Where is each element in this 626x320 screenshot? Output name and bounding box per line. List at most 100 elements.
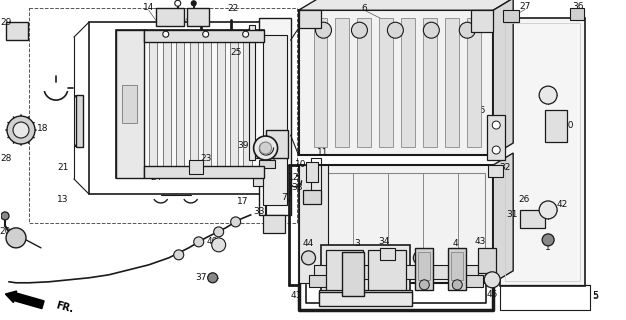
Bar bbox=[321, 245, 411, 303]
Text: 33: 33 bbox=[253, 207, 264, 216]
Text: 17: 17 bbox=[237, 197, 249, 206]
Text: 7: 7 bbox=[282, 193, 287, 203]
Bar bbox=[336, 18, 349, 147]
Bar bbox=[299, 10, 493, 155]
Bar bbox=[314, 18, 327, 147]
Circle shape bbox=[212, 238, 225, 252]
Bar bbox=[144, 30, 264, 42]
Bar bbox=[505, 23, 580, 281]
Circle shape bbox=[230, 217, 240, 227]
Text: 39: 39 bbox=[237, 140, 249, 149]
Text: 41: 41 bbox=[291, 291, 302, 300]
Bar bbox=[255, 148, 267, 158]
Text: 15: 15 bbox=[265, 154, 276, 163]
Text: 9: 9 bbox=[278, 215, 284, 224]
Bar bbox=[299, 165, 493, 283]
Bar bbox=[305, 162, 317, 182]
Text: 1: 1 bbox=[545, 243, 551, 252]
Bar bbox=[76, 95, 83, 147]
Bar bbox=[299, 10, 321, 28]
Circle shape bbox=[419, 280, 429, 290]
Circle shape bbox=[174, 250, 184, 260]
Bar bbox=[500, 18, 585, 286]
Text: 21: 21 bbox=[57, 164, 69, 172]
Bar bbox=[259, 160, 275, 168]
Bar bbox=[471, 10, 493, 32]
Circle shape bbox=[193, 237, 203, 247]
Circle shape bbox=[413, 251, 428, 265]
Text: 34: 34 bbox=[379, 237, 390, 246]
Text: 29: 29 bbox=[1, 18, 12, 27]
Bar bbox=[163, 34, 171, 174]
Bar bbox=[401, 18, 416, 147]
Bar bbox=[150, 34, 158, 174]
Bar bbox=[445, 18, 459, 147]
Circle shape bbox=[191, 1, 196, 6]
Circle shape bbox=[351, 22, 367, 38]
Bar bbox=[29, 8, 297, 223]
Text: 24: 24 bbox=[150, 173, 162, 182]
Bar bbox=[249, 25, 255, 160]
Text: 27: 27 bbox=[520, 2, 531, 11]
Text: 18: 18 bbox=[37, 124, 49, 132]
Text: 45: 45 bbox=[486, 290, 498, 299]
Bar bbox=[6, 22, 28, 40]
Circle shape bbox=[175, 0, 181, 6]
Text: 37: 37 bbox=[195, 273, 207, 282]
Polygon shape bbox=[299, 0, 513, 10]
Circle shape bbox=[13, 122, 29, 138]
Bar bbox=[253, 172, 262, 186]
Bar bbox=[144, 166, 264, 178]
Bar bbox=[190, 34, 198, 174]
Circle shape bbox=[203, 31, 208, 37]
Bar bbox=[156, 8, 184, 26]
Bar bbox=[230, 34, 238, 174]
Bar bbox=[262, 35, 287, 205]
Polygon shape bbox=[493, 153, 513, 283]
Text: 23: 23 bbox=[200, 154, 212, 163]
Bar bbox=[319, 290, 413, 300]
Circle shape bbox=[539, 86, 557, 104]
Bar bbox=[302, 190, 321, 204]
Bar bbox=[379, 18, 393, 147]
Bar bbox=[307, 173, 485, 275]
Bar bbox=[448, 248, 466, 290]
Text: 5: 5 bbox=[592, 291, 598, 301]
Bar bbox=[463, 275, 483, 287]
Circle shape bbox=[6, 228, 26, 248]
Bar bbox=[309, 275, 329, 287]
Bar bbox=[310, 158, 321, 200]
Text: 32: 32 bbox=[500, 164, 511, 172]
Bar bbox=[177, 34, 184, 174]
Circle shape bbox=[459, 22, 475, 38]
Text: 10: 10 bbox=[295, 161, 306, 170]
Text: 14: 14 bbox=[143, 3, 155, 12]
Bar bbox=[122, 85, 137, 123]
Text: 42: 42 bbox=[557, 200, 568, 209]
Text: 11: 11 bbox=[317, 148, 328, 156]
Text: 12: 12 bbox=[288, 173, 299, 182]
Bar bbox=[89, 22, 284, 194]
Bar bbox=[265, 130, 287, 158]
Bar bbox=[188, 160, 203, 174]
Bar bbox=[488, 165, 503, 177]
Text: 2: 2 bbox=[190, 3, 195, 12]
Bar bbox=[116, 30, 144, 178]
Bar bbox=[326, 250, 364, 298]
Text: 16: 16 bbox=[277, 138, 289, 147]
Text: 3: 3 bbox=[354, 239, 361, 248]
Text: 20: 20 bbox=[0, 228, 11, 236]
Text: 5: 5 bbox=[592, 291, 598, 300]
Circle shape bbox=[387, 22, 403, 38]
Circle shape bbox=[492, 146, 500, 154]
Bar bbox=[319, 292, 413, 306]
Text: 38: 38 bbox=[291, 183, 302, 192]
Bar bbox=[416, 248, 433, 290]
Circle shape bbox=[542, 234, 554, 246]
Text: 35: 35 bbox=[475, 106, 486, 115]
Circle shape bbox=[423, 22, 439, 38]
Bar bbox=[503, 10, 519, 22]
Text: 40: 40 bbox=[207, 237, 218, 246]
Text: 4: 4 bbox=[453, 239, 458, 248]
Text: 6: 6 bbox=[362, 4, 367, 13]
